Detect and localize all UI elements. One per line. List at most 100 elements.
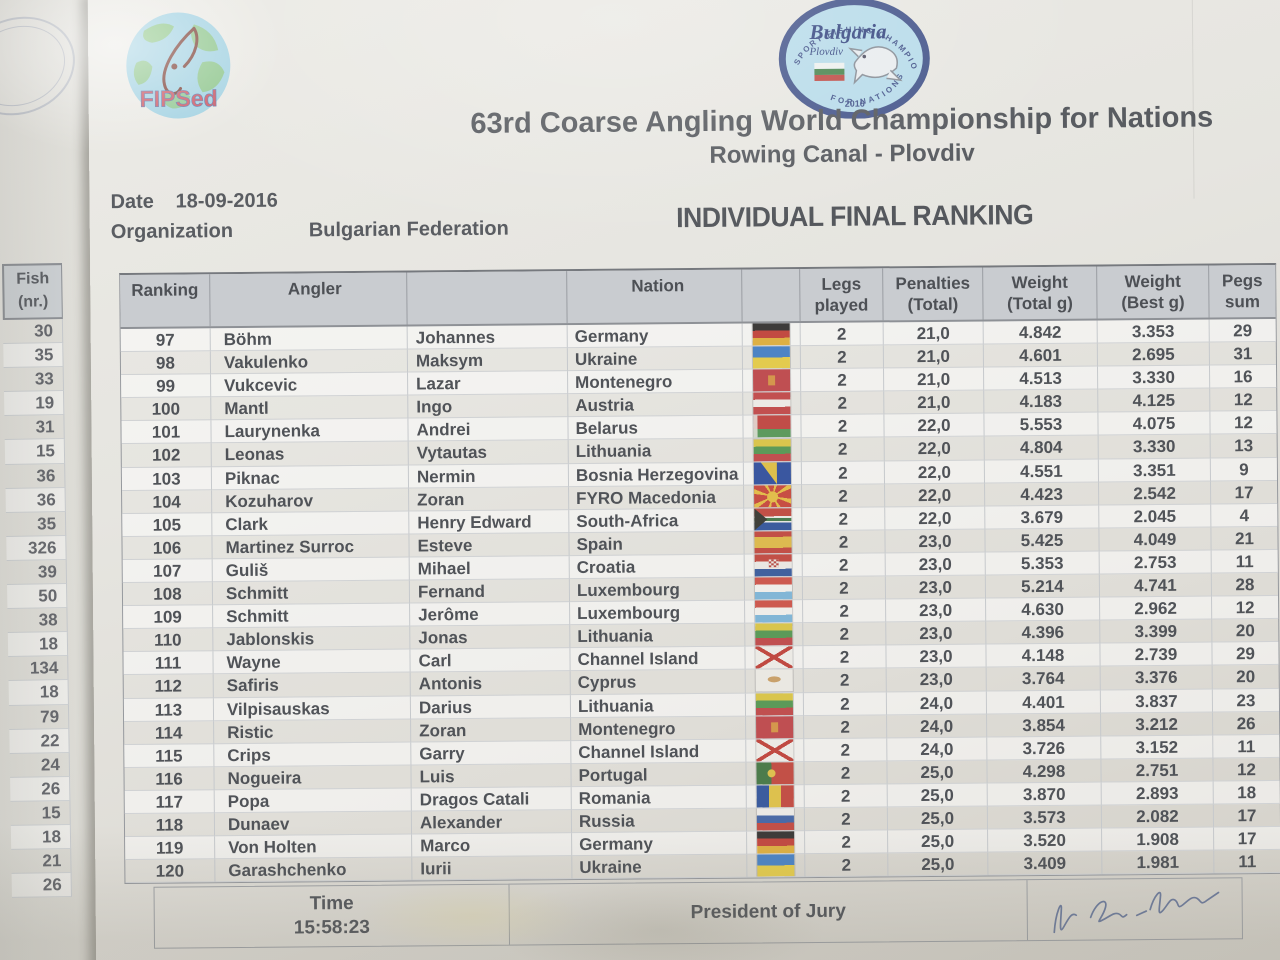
header-angler: Angler [210, 272, 408, 327]
cell-last: Martinez Surroc [212, 534, 410, 560]
cell-nation: Channel Island [570, 646, 746, 672]
cell-first: Jerôme [410, 602, 571, 627]
cell-weight_best: 3.837 [1100, 689, 1214, 714]
cell-flag [743, 369, 802, 393]
spain-flag-icon [754, 531, 792, 554]
cell-penalties: 24,0 [887, 737, 988, 762]
lithuania-flag-icon [755, 623, 793, 646]
channel-island-flag-icon [756, 738, 794, 762]
cell-flag [743, 461, 803, 486]
date-value: 18-09-2016 [175, 189, 278, 213]
cell-nation: Cyprus [570, 669, 746, 695]
cell-weight_total: 4.513 [984, 366, 1099, 391]
cell-legs: 2 [803, 599, 887, 624]
cell-weight_best: 3.353 [1097, 319, 1210, 344]
cell-last: Guliš [212, 557, 410, 583]
cell-weight_best: 2.753 [1099, 550, 1212, 575]
cell-ranking: 117 [124, 790, 215, 814]
fish-count-cell: 26 [10, 776, 71, 802]
fish-count-cell: 18 [8, 680, 69, 706]
cell-flag [744, 484, 803, 509]
cell-ranking: 120 [125, 859, 216, 884]
cell-nation: Germany [567, 323, 743, 349]
cell-weight_best: 2.751 [1101, 758, 1214, 783]
cell-flag [744, 554, 803, 578]
cell-penalties: 25,0 [888, 829, 989, 854]
channel-island-flag-icon [755, 646, 793, 669]
cell-penalties: 22,0 [885, 483, 986, 508]
svg-text:Plovdiv: Plovdiv [808, 46, 843, 58]
cell-weight_best: 3.330 [1098, 365, 1211, 390]
cell-flag [746, 808, 806, 832]
jury-signature [1053, 891, 1220, 934]
cell-weight_best: 1.981 [1102, 850, 1215, 875]
cell-penalties: 25,0 [887, 806, 989, 831]
cell-legs: 2 [805, 830, 889, 855]
time-value: 15:58:23 [293, 916, 370, 939]
cell-weight_total: 5.553 [984, 412, 1099, 437]
cell-last: Nogueira [214, 765, 412, 791]
cell-ranking: 104 [122, 489, 213, 514]
cell-pegs: 12 [1212, 596, 1279, 620]
cell-nation: Romania [571, 785, 747, 811]
cell-nation: Montenegro [568, 369, 744, 395]
cell-weight_total: 4.183 [984, 389, 1099, 414]
bosnia-herzegovina-flag-icon [753, 461, 792, 485]
fish-count-cell: 39 [6, 559, 68, 585]
cell-penalties: 21,0 [884, 367, 985, 392]
cell-nation: Russia [571, 808, 748, 834]
cell-weight_total: 4.423 [985, 482, 1100, 507]
fish-count-cell: 33 [3, 367, 65, 393]
luxembourg-flag-icon [755, 600, 793, 623]
germany-flag-icon [752, 323, 790, 346]
austria-flag-icon [753, 392, 791, 415]
header-firstname [407, 271, 568, 325]
cell-nation: Montenegro [571, 716, 747, 741]
table-header-row: Ranking Angler Nation Legs played Penalti… [120, 264, 1276, 330]
cell-weight_best: 3.399 [1100, 619, 1213, 644]
cell-weight_total: 4.396 [986, 620, 1101, 645]
cell-weight_total: 4.401 [986, 689, 1102, 715]
cell-weight_total: 3.854 [987, 713, 1102, 738]
cell-weight_total: 3.870 [987, 782, 1102, 807]
cell-weight_best: 1.908 [1102, 827, 1215, 852]
montenegro-flag-icon [756, 715, 794, 739]
cell-pegs: 17 [1214, 826, 1280, 851]
ukraine-flag-icon [752, 346, 791, 369]
cell-pegs: 21 [1211, 526, 1278, 551]
cell-last: Mantl [211, 395, 409, 421]
cell-first: Marco [412, 833, 573, 858]
cell-nation: Luxembourg [569, 577, 746, 603]
cell-last: Piknac [211, 465, 410, 490]
cell-nation: Ukraine [572, 854, 748, 880]
cell-ranking: 105 [122, 512, 213, 537]
cell-pegs: 29 [1212, 642, 1279, 666]
cell-flag [745, 692, 805, 717]
cell-penalties: 25,0 [887, 783, 988, 808]
cell-nation: FYRO Macedonia [569, 485, 745, 510]
cell-first: Dragos Catali [411, 786, 572, 812]
cell-pegs: 17 [1211, 480, 1278, 505]
cell-ranking: 113 [123, 697, 215, 722]
cell-nation: Ukraine [567, 346, 744, 372]
fipsed-logo-text: FIPSed [140, 85, 218, 112]
cell-legs: 2 [804, 738, 888, 762]
fish-column-body: 30 35 33 19 31 15 36 36 35 326 39 50 38 18 134 18 79 22 24… [2, 319, 72, 899]
cell-first: Luis [411, 763, 572, 789]
cell-legs: 2 [801, 437, 885, 462]
cell-legs: 2 [803, 622, 887, 647]
cell-legs: 2 [805, 853, 889, 878]
cell-legs: 2 [802, 576, 887, 601]
belarus-flag-icon [753, 415, 791, 438]
fish-header-line2: (nr.) [17, 293, 49, 311]
cell-weight_best: 2.542 [1099, 481, 1212, 506]
cell-flag [746, 761, 805, 786]
fish-header-line1: Fish [16, 270, 50, 288]
cell-penalties: 23,0 [886, 598, 987, 623]
cell-weight_best: 2.045 [1099, 504, 1212, 529]
fish-count-cell: 50 [7, 584, 68, 610]
cell-penalties: 24,0 [886, 690, 988, 715]
cell-flag [747, 831, 806, 855]
cyprus-flag-icon [755, 669, 793, 692]
